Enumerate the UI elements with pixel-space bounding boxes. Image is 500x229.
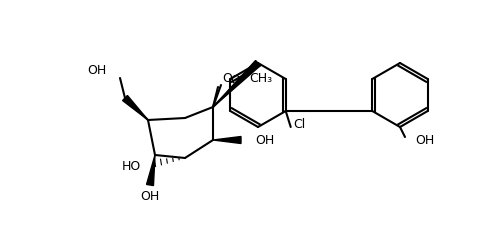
Polygon shape <box>122 95 148 120</box>
Text: O: O <box>230 74 240 87</box>
Text: CH₃: CH₃ <box>249 73 272 85</box>
Polygon shape <box>213 60 260 107</box>
Text: O: O <box>222 73 232 85</box>
Text: HO: HO <box>122 160 141 172</box>
Text: OH: OH <box>87 63 106 76</box>
Text: OH: OH <box>140 191 160 204</box>
Text: Cl: Cl <box>294 118 306 131</box>
Text: OH: OH <box>255 134 274 147</box>
Text: OH: OH <box>415 134 434 147</box>
Polygon shape <box>213 136 241 144</box>
Polygon shape <box>146 155 155 185</box>
